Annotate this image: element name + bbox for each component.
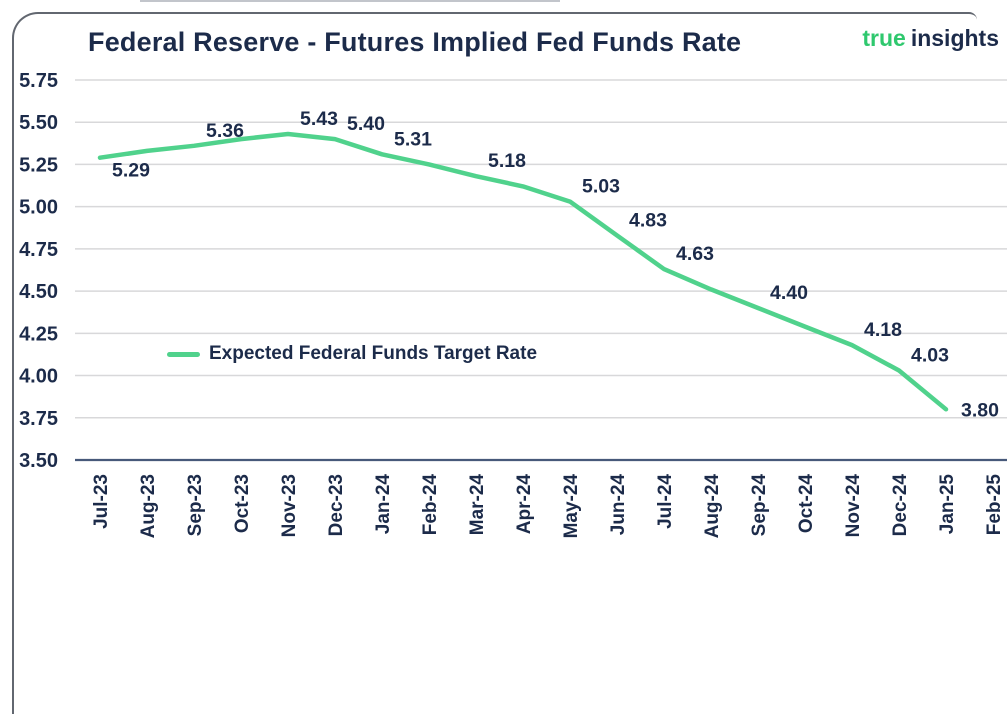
data-label: 4.83 — [629, 209, 667, 231]
x-axis-label: Sep-23 — [185, 474, 206, 536]
data-label: 4.63 — [676, 243, 714, 265]
y-axis-label: 4.25 — [19, 323, 58, 345]
x-axis-label: Oct-23 — [232, 474, 253, 533]
y-axis-label: 5.75 — [19, 70, 58, 92]
data-label: 5.03 — [582, 176, 620, 198]
x-axis-label: Nov-23 — [279, 474, 300, 537]
data-label: 5.29 — [112, 160, 150, 182]
data-label: 5.31 — [394, 128, 432, 150]
x-axis-label: Nov-24 — [843, 474, 864, 538]
x-axis-label: Feb-24 — [420, 474, 441, 536]
screenshot-top-edge — [140, 0, 560, 2]
data-label: 4.40 — [770, 282, 808, 304]
x-axis-label: May-24 — [561, 474, 582, 539]
y-axis-label: 5.50 — [19, 112, 58, 134]
brand-logo: true insights — [862, 25, 999, 52]
data-label: 5.43 — [300, 108, 338, 130]
x-axis-label: Oct-24 — [796, 474, 817, 534]
data-label: 3.80 — [961, 399, 999, 421]
x-axis-label: Feb-25 — [984, 474, 1005, 536]
data-label: 4.03 — [911, 344, 949, 366]
x-axis-label: Jan-25 — [937, 474, 958, 535]
y-axis-label: 4.75 — [19, 239, 58, 261]
page-title: Federal Reserve - Futures Implied Fed Fu… — [88, 27, 742, 57]
legend-line-swatch — [167, 351, 200, 357]
data-label: 5.18 — [488, 150, 526, 172]
x-axis-label: Jul-23 — [91, 474, 112, 529]
data-label: 4.18 — [864, 319, 902, 341]
y-axis-label: 5.25 — [19, 154, 58, 176]
x-axis-label: Jul-24 — [655, 474, 676, 529]
x-axis-label: Mar-24 — [467, 474, 488, 536]
y-axis-label: 4.00 — [19, 366, 58, 388]
y-axis-label: 5.00 — [19, 197, 58, 219]
x-axis-label: Aug-24 — [702, 474, 723, 539]
brand-logo-true: true — [862, 25, 906, 51]
data-label: 5.40 — [347, 113, 385, 135]
brand-logo-insights: insights — [910, 25, 999, 51]
y-axis-label: 4.50 — [19, 281, 58, 303]
line-chart: 5.75 5.50 5.25 5.00 4.75 4.50 4.25 4.00 3.75 3.50… — [19, 70, 1007, 539]
x-axis-label: Dec-24 — [890, 474, 911, 537]
x-axis-label: Jan-24 — [373, 474, 394, 535]
y-axis-label: 3.50 — [19, 450, 58, 472]
y-axis-label: 3.75 — [19, 408, 58, 430]
legend: Expected Federal Funds Target Rate — [167, 343, 537, 365]
slide-border — [12, 12, 977, 714]
data-label: 5.36 — [206, 120, 244, 142]
x-axis-label: Jun-24 — [608, 474, 629, 536]
x-axis-label: Sep-24 — [749, 474, 770, 537]
x-axis-label: Dec-23 — [326, 474, 347, 536]
legend-label: Expected Federal Funds Target Rate — [209, 343, 538, 364]
x-axis-label: Aug-23 — [138, 474, 159, 538]
rate-line — [97, 131, 949, 412]
x-axis-label: Apr-24 — [514, 474, 535, 535]
